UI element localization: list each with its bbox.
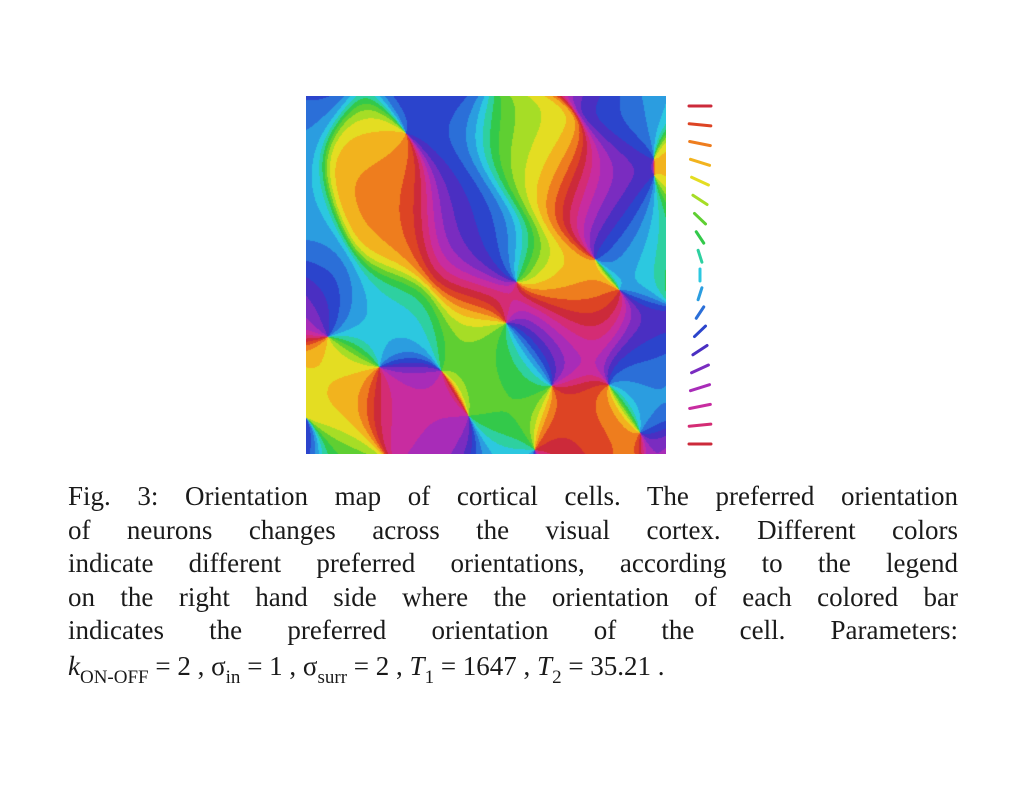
legend-bar [694,230,706,245]
param-sigma-in-value: = 1 , [247,650,297,681]
legend-bar [696,286,704,302]
param-sigma-surr-value: = 2 , [353,650,403,681]
legend-bar [691,193,709,207]
legend-bar [687,122,713,128]
legend-bar [693,324,707,339]
param-sigma-surr-subscript: surr [317,666,348,688]
orientation-map-image [306,96,666,454]
param-t2-symbol: T [537,650,553,681]
param-sigma-in-subscript: in [225,666,241,688]
legend-bar [691,343,709,357]
legend-bar [687,422,713,428]
param-t1-symbol: T [409,650,425,681]
param-sigma-in-symbol: σ [211,650,226,681]
caption-line-1: Fig. 3: Orientation map of cortical cell… [68,481,958,511]
param-t1-subscript: 1 [424,666,435,688]
orientation-legend [687,104,713,446]
legend-bar [688,139,712,148]
param-k-value: = 2 , [155,650,205,681]
caption-line-3: indicate different preferred orientation… [68,548,958,578]
legend-bar [690,363,710,375]
param-t1-value: = 1647 , [440,650,531,681]
legend-bar [694,305,706,320]
param-k-symbol: k [68,650,80,681]
legend-bar [688,157,712,167]
param-k-subscript: ON-OFF [79,666,149,688]
figure-caption: Fig. 3: Orientation map of cortical cell… [68,480,958,694]
param-t2-subscript: 2 [552,666,562,688]
legend-bar [693,211,707,226]
param-t2-value: = 35.21 . [568,650,665,681]
caption-line-2: of neurons changes across the visual cor… [68,514,958,545]
caption-line-4: on the right hand side where the orienta… [68,581,958,612]
legend-bar [696,248,704,264]
param-sigma-surr-symbol: σ [302,650,318,681]
legend-bar [688,383,712,393]
parameter-line: kON-OFF = 2 , σin = 1 , σsurr = 2 , T1 =… [68,650,958,695]
caption-line-5: indicates the preferred orientation of t… [68,615,958,645]
legend-bar [690,175,710,187]
legend-bar [688,402,712,411]
